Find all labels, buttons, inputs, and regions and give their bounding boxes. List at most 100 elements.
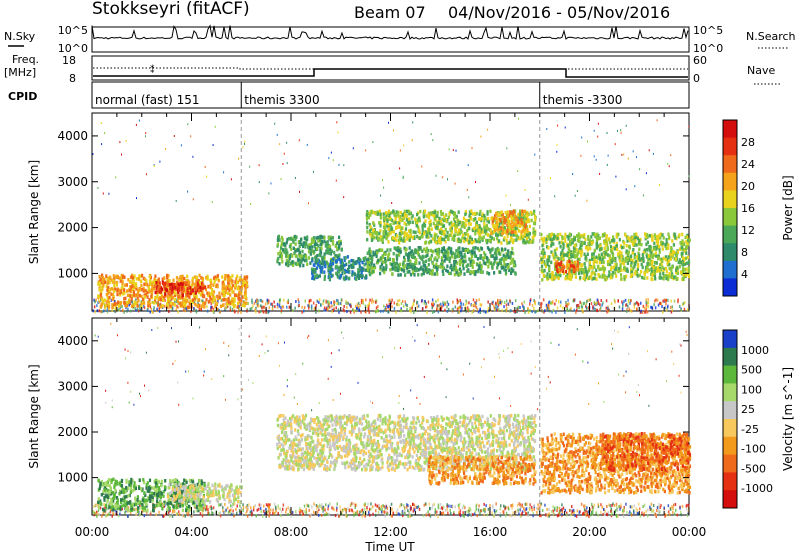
echo-cell [295,235,297,239]
noise-cell [594,308,596,311]
echo-cell [320,243,322,247]
noise-cell [416,301,418,304]
noise-cell [655,306,657,309]
echo-cell [436,214,438,218]
echo-cell [654,277,656,281]
echo-cell [320,269,322,273]
echo-cell [508,222,510,226]
noise-cell [345,302,347,305]
echo-cell [629,245,631,249]
echo-cell [450,229,452,233]
echo-cell [602,234,604,238]
noise-cell [152,311,154,314]
noise-cell [258,311,260,314]
echo-cell [663,277,665,281]
noise-cell [661,305,663,308]
echo-cell [355,277,357,281]
echo-cell [569,260,571,264]
echo-cell [137,289,139,293]
echo-cell [599,236,601,240]
echo-cell [432,269,434,273]
echo-cell [642,253,644,257]
echo-cell [463,217,465,221]
echo-cell [474,212,476,216]
echo-cell [174,298,176,302]
echo-cell [594,273,596,277]
noise-cell [538,309,540,312]
echo-cell [118,276,120,280]
echo-cell [642,266,644,270]
echo-cell [498,228,500,232]
noise-cell [336,306,338,309]
echo-cell [113,284,115,288]
echo-cell [171,283,173,287]
noise-cell [424,302,426,305]
echo-cell [578,272,580,276]
echo-cell [383,216,385,220]
sparse-cell [279,143,280,145]
echo-cell [430,256,432,260]
echo-cell [526,236,528,240]
noise-cell [475,302,477,305]
echo-cell [565,270,567,274]
echo-cell [234,284,236,288]
noise-cell [130,310,132,313]
noise-cell [94,305,96,308]
echo-cell [416,224,418,228]
echo-cell [470,260,472,264]
echo-cell [665,277,667,281]
echo-cell [467,248,469,252]
echo-cell [609,241,611,245]
echo-cell [534,232,536,236]
echo-cell [503,258,505,262]
sparse-cell [295,177,296,179]
noise-cell [625,304,627,307]
noise-cell [478,298,480,301]
noise-cell [436,308,438,311]
noise-cell [279,305,281,308]
echo-cell [368,250,370,254]
echo-cell [502,266,504,270]
echo-cell [157,303,159,307]
echo-cell [464,253,466,257]
noise-cell [383,305,385,308]
echo-cell [670,257,672,261]
echo-cell [112,297,114,301]
noise-cell [583,302,585,305]
noise-cell [234,310,236,313]
echo-cell [419,237,421,241]
echo-cell [303,241,305,245]
echo-cell [392,209,394,213]
echo-cell [452,236,454,240]
echo-cell [217,274,219,278]
echo-cell [169,287,171,291]
echo-cell [542,250,544,254]
echo-cell [408,252,410,256]
echo-cell [378,249,380,253]
echo-cell [242,281,244,285]
noise-cell [398,303,400,306]
sparse-cell [550,177,551,179]
echo-cell [340,242,342,246]
noise-cell [97,309,99,312]
noise-cell [196,309,198,312]
echo-cell [194,303,196,307]
echo-cell [541,244,543,248]
noise-cell [328,307,330,310]
echo-cell [172,286,174,290]
echo-cell [153,281,155,285]
noise-cell [671,300,673,303]
echo-cell [455,229,457,233]
sparse-cell [399,167,400,169]
sparse-cell [615,143,616,145]
cpid-segment-label: normal (fast) 151 [95,93,199,107]
echo-cell [487,265,489,269]
echo-cell [630,264,632,268]
echo-cell [623,241,625,245]
echo-cell [465,219,467,223]
echo-cell [197,283,199,287]
noise-cell [440,303,442,306]
echo-cell [445,269,447,273]
noise-cell [591,302,593,305]
echo-cell [437,252,439,256]
